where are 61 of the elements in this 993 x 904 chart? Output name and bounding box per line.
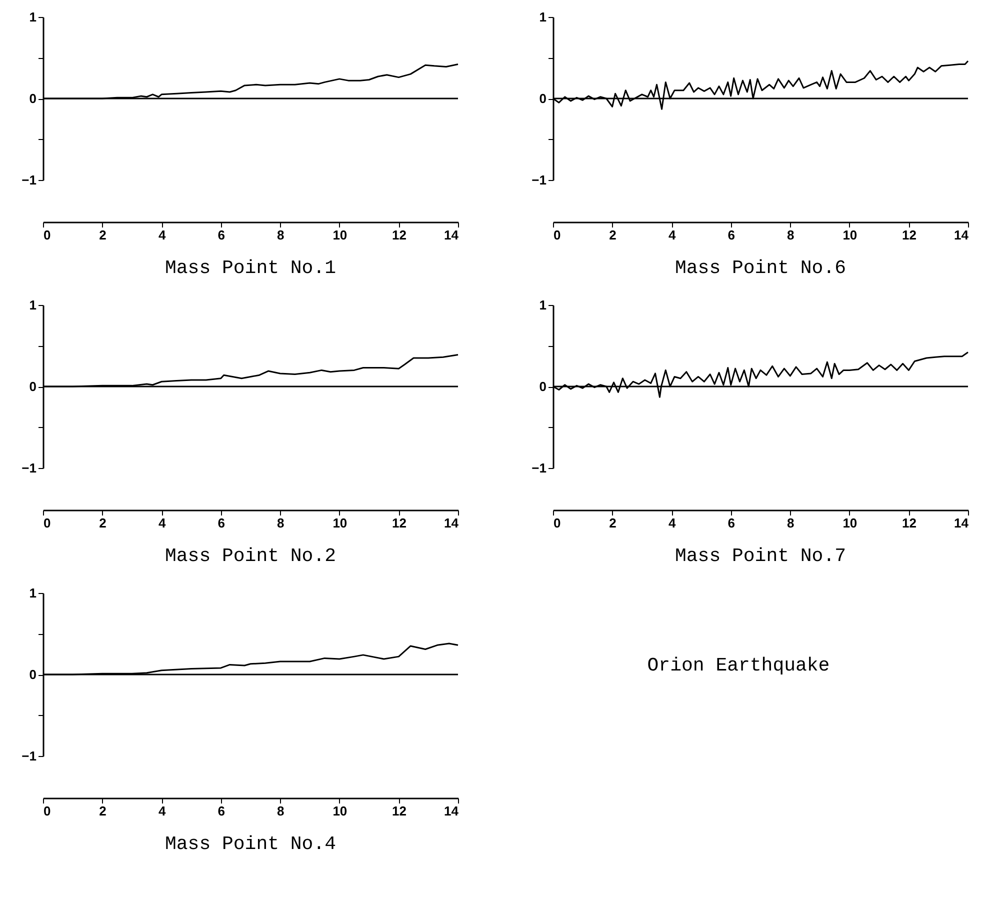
y-tick-label: −1: [532, 460, 546, 476]
x-tick-label: 8: [787, 228, 794, 242]
x-tick-label: 6: [218, 228, 225, 242]
x-tick-label: 6: [728, 516, 735, 530]
text: Mass Point No.4: [164, 833, 336, 855]
x-tick-label: 4: [158, 804, 166, 818]
x-tick-label: 0: [44, 804, 51, 818]
text: Mass Point No.7: [674, 545, 846, 567]
x-tick-label: 10: [842, 228, 858, 242]
x-tick-label: 2: [99, 804, 106, 818]
text: Mass Point No.1: [164, 257, 336, 279]
x-tick-label: 14: [444, 228, 460, 242]
y-tick-label: −1: [22, 460, 36, 476]
y-tick-label: −1: [532, 172, 546, 188]
y-tick-label: 1: [29, 10, 36, 24]
x-tick-label: 2: [99, 228, 106, 242]
x-tick-label: 14: [444, 516, 460, 530]
y-tick-label: 1: [539, 298, 546, 312]
x-tick-label: 4: [158, 516, 166, 530]
text: Mass Point No.2: [164, 545, 336, 567]
x-tick-label: 6: [218, 516, 225, 530]
x-tick-label: 8: [277, 516, 284, 530]
x-tick-label: 14: [954, 516, 970, 530]
y-tick-label: 1: [539, 10, 546, 24]
y-tick-label: −1: [22, 172, 36, 188]
x-tick-label: 8: [277, 804, 284, 818]
x-tick-label: 12: [392, 804, 406, 818]
x-tick-label: 4: [668, 516, 676, 530]
y-tick-label: 0: [29, 667, 36, 682]
x-tick-label: 0: [554, 516, 561, 530]
x-tick-label: 10: [332, 804, 348, 818]
x-tick-label: 0: [554, 228, 561, 242]
x-tick-label: 4: [158, 228, 166, 242]
x-tick-label: 6: [728, 228, 735, 242]
x-tick-label: 8: [787, 516, 794, 530]
y-tick-label: 1: [29, 586, 36, 600]
x-tick-label: 0: [44, 228, 51, 242]
text: Orion Earthquake: [647, 654, 830, 676]
x-tick-label: 12: [392, 228, 406, 242]
y-tick-label: 0: [29, 91, 36, 106]
x-tick-label: 10: [842, 516, 858, 530]
x-tick-label: 6: [218, 804, 225, 818]
x-tick-label: 2: [99, 516, 106, 530]
x-tick-label: 12: [902, 228, 916, 242]
text: Mass Point No.6: [674, 257, 846, 279]
x-tick-label: 14: [954, 228, 970, 242]
y-tick-label: 0: [29, 379, 36, 394]
x-tick-label: 8: [277, 228, 284, 242]
y-tick-label: −1: [22, 748, 36, 764]
y-tick-label: 1: [29, 298, 36, 312]
x-tick-label: 10: [332, 516, 348, 530]
x-tick-label: 14: [444, 804, 460, 818]
y-tick-label: 0: [539, 379, 546, 394]
x-tick-label: 4: [668, 228, 676, 242]
x-tick-label: 10: [332, 228, 348, 242]
x-tick-label: 0: [44, 516, 51, 530]
y-tick-label: 0: [539, 91, 546, 106]
x-tick-label: 12: [902, 516, 916, 530]
x-tick-label: 12: [392, 516, 406, 530]
x-tick-label: 2: [609, 228, 616, 242]
x-tick-label: 2: [609, 516, 616, 530]
